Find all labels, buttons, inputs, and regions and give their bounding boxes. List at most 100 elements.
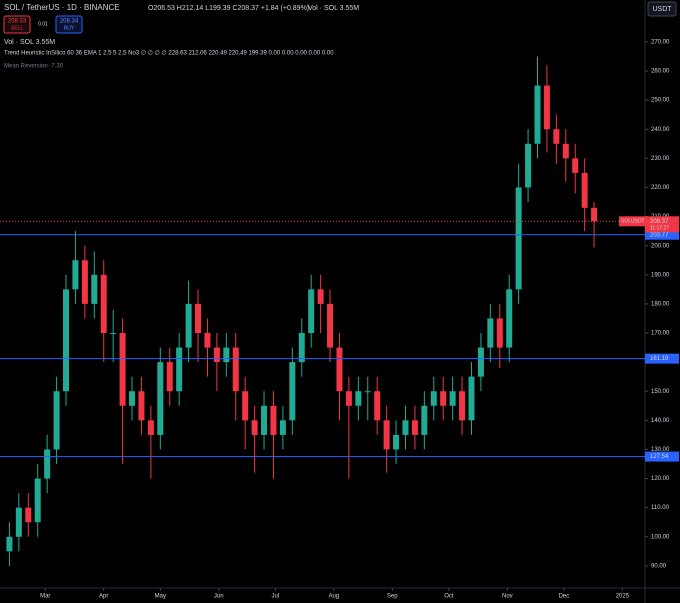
candle-body — [534, 85, 541, 144]
candle-body — [100, 274, 107, 334]
x-tick-label: Jul — [272, 594, 280, 600]
symbol-label: SOLUSDT — [621, 219, 645, 225]
sell-label[interactable]: SELL — [11, 25, 23, 31]
candle-body — [223, 347, 230, 363]
candle-body — [63, 289, 70, 392]
candle-body — [345, 391, 352, 406]
x-tick-label: Aug — [328, 594, 339, 600]
candle-body — [581, 172, 588, 208]
y-tick-label: 220.00 — [651, 185, 670, 191]
y-tick-label: 270.00 — [651, 39, 670, 45]
candle-body — [129, 391, 136, 406]
header: SOL / TetherUS · 1D · BINANCE O206.53 H2… — [3, 1, 677, 70]
candle-body — [402, 420, 409, 435]
price-tag — [645, 216, 679, 233]
candle-body — [355, 391, 362, 406]
candle-body — [327, 303, 334, 348]
candle-body — [496, 318, 503, 348]
candle-body — [430, 391, 437, 406]
candle-body — [364, 391, 371, 393]
candle-body — [232, 347, 239, 392]
y-tick-label: 130.00 — [651, 447, 670, 453]
candle-body — [91, 274, 98, 304]
candle-body — [25, 507, 32, 523]
y-tick-label: 170.00 — [651, 331, 670, 337]
candle-body — [572, 158, 579, 173]
y-tick-label: 230.00 — [651, 156, 670, 162]
y-tick-label: 180.00 — [651, 301, 670, 307]
candle-body — [515, 187, 522, 290]
candle-body — [336, 347, 343, 392]
candle-body — [34, 478, 41, 523]
candle-body — [176, 347, 183, 392]
y-tick-label: 200.00 — [651, 243, 670, 249]
candle-body — [279, 420, 286, 435]
sell-button[interactable] — [3, 15, 31, 34]
candle-body — [562, 143, 569, 159]
y-tick-label: 90.00 — [651, 563, 667, 569]
spread: 0.01 — [38, 21, 48, 27]
candle-body — [468, 376, 475, 421]
sell-price[interactable]: 208.33 — [8, 19, 27, 25]
level-label: 161.19 — [650, 356, 669, 362]
candle-body — [487, 318, 494, 348]
candle-body — [393, 434, 400, 450]
candle-body — [185, 303, 192, 348]
y-tick-label: 250.00 — [651, 98, 670, 104]
candle-body — [15, 507, 22, 537]
candle-body — [204, 333, 211, 348]
candle-body — [449, 391, 456, 406]
candle-body — [157, 362, 164, 435]
candle-body — [242, 391, 249, 421]
level-tag — [645, 451, 679, 462]
candle-body — [138, 391, 145, 421]
candle-body — [440, 391, 447, 406]
x-tick-label: Jun — [214, 594, 224, 600]
currency[interactable]: USDT — [652, 6, 672, 13]
candle-body — [543, 85, 550, 130]
y-tick-label: 120.00 — [651, 476, 670, 482]
candle-body — [525, 143, 532, 188]
currency-button[interactable] — [647, 1, 677, 17]
volume: Vol · SOL 3.55M — [308, 5, 359, 12]
x-tick-label: 2025 — [616, 594, 630, 600]
countdown: 11:17:27 — [650, 226, 669, 232]
y-tick-label: 140.00 — [651, 418, 670, 424]
x-tick-label: Oct — [444, 594, 454, 600]
ohlc: O206.53 H212.14 L199.39 C208.37 +1.84 (+… — [148, 5, 309, 12]
candle-body — [411, 420, 418, 435]
buy-label[interactable]: BUY — [64, 25, 75, 31]
buy-price[interactable]: 208.34 — [60, 19, 79, 25]
candle-body — [147, 420, 154, 435]
candle-body — [289, 362, 296, 421]
x-tick-label: Mar — [40, 594, 50, 600]
candle-body — [591, 207, 598, 222]
candle-body — [421, 405, 428, 435]
candle-body — [213, 347, 220, 363]
x-tick-label: Dec — [559, 594, 570, 600]
symbol: SOL / TetherUS · 1D · BINANCE — [4, 3, 120, 12]
y-tick-label: 110.00 — [651, 505, 670, 511]
mean-reversion: Mean Reversion -7.30 — [4, 64, 64, 70]
candle-body — [166, 362, 173, 392]
x-tick-label: Nov — [502, 594, 513, 600]
candle-body — [553, 129, 560, 144]
candle-body — [477, 347, 484, 377]
candle-body — [374, 391, 381, 421]
indicator: Trend Heuristic InSilico 60 36 EMA 1 2.5… — [4, 50, 334, 57]
candle-body — [53, 391, 60, 450]
buy-button[interactable] — [55, 15, 83, 34]
candle-body — [506, 289, 513, 348]
level-tag — [645, 229, 679, 240]
candle-body — [383, 420, 390, 450]
volume-indicator: Vol · SOL 3.55M — [4, 39, 55, 46]
y-tick-label: 240.00 — [651, 127, 670, 133]
price-label: 208.37 — [650, 219, 669, 225]
candle-body — [72, 260, 79, 290]
candle-body — [119, 333, 126, 406]
candle-body — [317, 289, 324, 304]
candle-body — [308, 289, 315, 334]
x-tick-label: Apr — [99, 594, 108, 600]
